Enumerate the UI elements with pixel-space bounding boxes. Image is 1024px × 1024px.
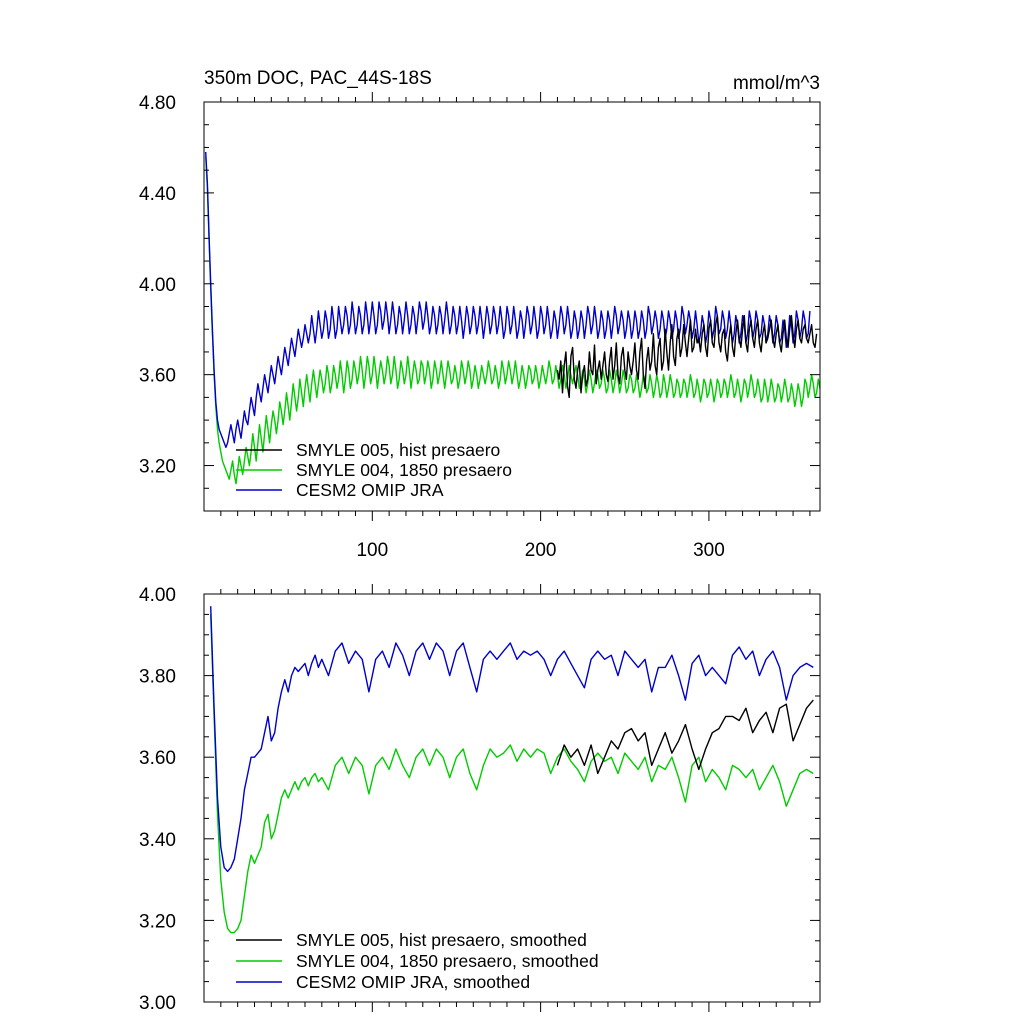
y-tick-label: 4.80: [139, 93, 176, 114]
top-panel: 3.20 3.60 4.00 4.40 4.80 100 200 300 SMYLE 005,…: [139, 92, 821, 561]
y-tick-label: 3.00: [139, 993, 176, 1014]
series-line-1-0: [556, 699, 814, 775]
y-tick-label: 4.00: [139, 275, 176, 296]
legend-label: SMYLE 004, 1850 presaero, smoothed: [296, 951, 599, 971]
x-tick-label: 100: [356, 540, 388, 561]
legend-label: CESM2 OMIP JRA: [296, 480, 444, 500]
top-panel-axes: 3.20 3.60 4.00 4.40 4.80 100 200 300: [139, 92, 821, 561]
y-tick-label: 4.00: [139, 585, 176, 606]
figure-title: 350m DOC, PAC_44S-18S: [204, 68, 432, 89]
bottom-panel-lines: [210, 606, 814, 934]
bottom-panel-legend: SMYLE 005, hist presaero, smoothedSMYLE …: [236, 930, 599, 992]
y-tick-label: 3.60: [139, 366, 176, 387]
y-tick-label: 3.40: [139, 830, 176, 851]
y-tick-label: 4.40: [139, 184, 176, 205]
series-line-0-1: [205, 156, 820, 485]
bottom-panel-axes: 3.00 3.20 3.40 3.60 3.80 4.00: [139, 584, 821, 1014]
legend-label: CESM2 OMIP JRA, smoothed: [296, 972, 530, 992]
legend-label: SMYLE 005, hist presaero, smoothed: [296, 930, 587, 950]
series-line-0-2: [205, 151, 811, 449]
series-line-1-2: [210, 606, 814, 873]
x-tick-label: 300: [693, 540, 725, 561]
series-line-1-1: [210, 614, 814, 934]
top-panel-lines: [205, 151, 820, 485]
units-label: mmol/m^3: [733, 73, 820, 94]
y-tick-label: 3.80: [139, 667, 176, 688]
legend-label: SMYLE 004, 1850 presaero: [296, 460, 512, 480]
x-tick-label: 200: [525, 540, 557, 561]
legend-label: SMYLE 005, hist presaero: [296, 440, 500, 460]
bottom-panel: 3.00 3.20 3.40 3.60 3.80 4.00 SMYLE 005, hist…: [139, 584, 821, 1014]
series-line-0-0: [556, 314, 818, 399]
y-tick-label: 3.20: [139, 911, 176, 932]
y-tick-label: 3.60: [139, 748, 176, 769]
y-tick-label: 3.20: [139, 457, 176, 478]
